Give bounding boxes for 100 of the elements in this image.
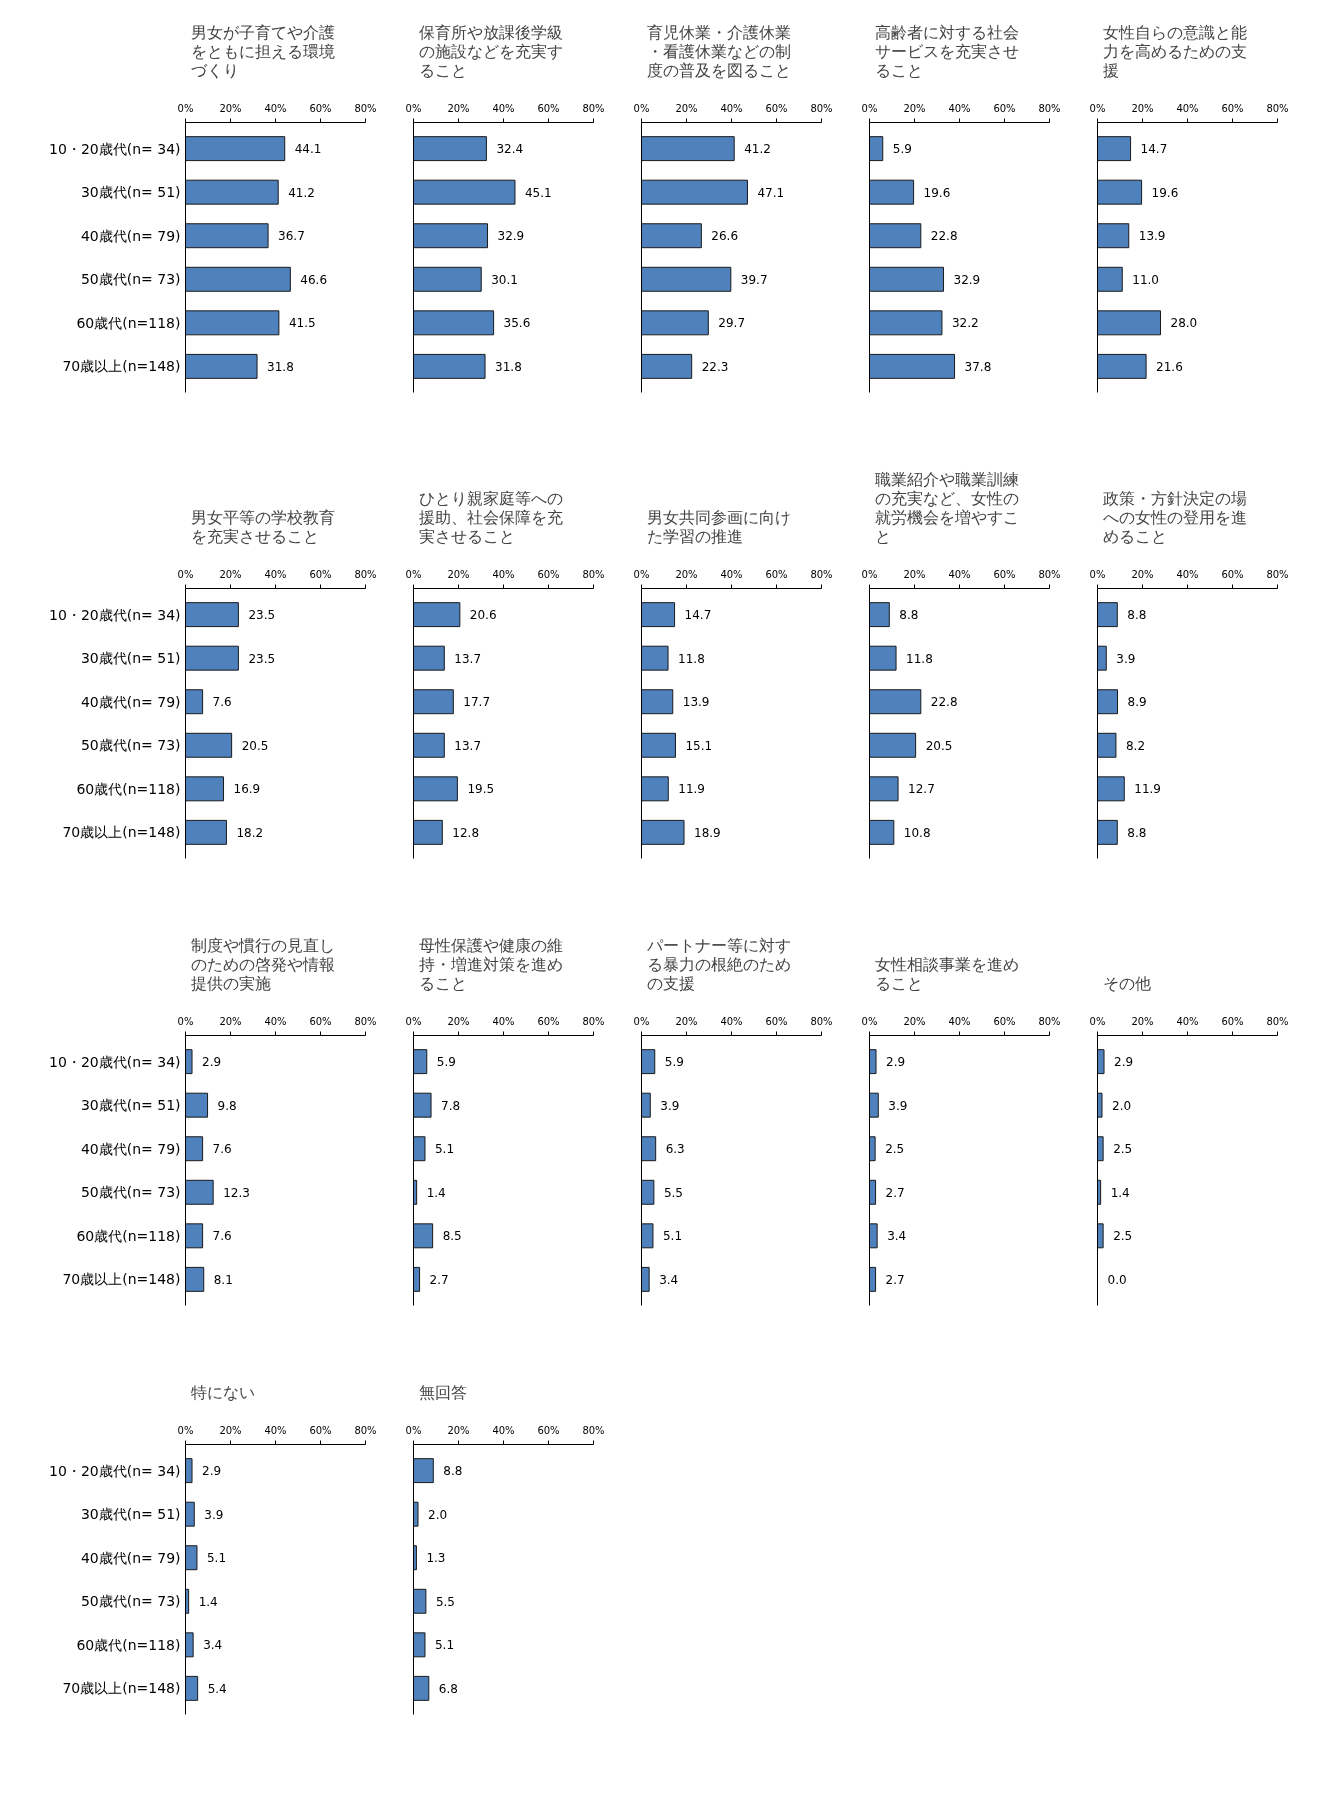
x-tick-label: 20% bbox=[447, 102, 470, 114]
bar bbox=[185, 1092, 209, 1118]
data-label: 36.7 bbox=[278, 229, 305, 244]
x-tick-label: 0% bbox=[177, 1424, 194, 1436]
x-tick-label: 80% bbox=[354, 568, 377, 580]
chart-title: ひとり親家庭等への援助、社会保障を充実させること bbox=[418, 488, 563, 546]
x-tick-label: 80% bbox=[1038, 1015, 1061, 1027]
data-label: 13.7 bbox=[454, 651, 482, 666]
data-label: 19.5 bbox=[467, 782, 495, 797]
chart-title: 女性相談事業を進めること bbox=[874, 954, 1019, 993]
bar bbox=[185, 602, 239, 628]
x-tick-label: 20% bbox=[219, 1015, 242, 1027]
bar bbox=[185, 645, 239, 671]
x-tick-label: 60% bbox=[309, 102, 332, 114]
data-label: 11.9 bbox=[678, 782, 705, 797]
chart-title: 女性自らの意識と能力を高めるための支援 bbox=[1102, 22, 1247, 80]
data-label: 1.4 bbox=[198, 1594, 218, 1609]
bar bbox=[185, 1179, 214, 1205]
bar bbox=[641, 732, 676, 758]
x-tick-label: 80% bbox=[1038, 568, 1061, 580]
bar bbox=[413, 1632, 426, 1658]
data-label: 20.6 bbox=[469, 608, 497, 623]
data-label: 5.1 bbox=[434, 1638, 455, 1653]
bar bbox=[1097, 136, 1132, 162]
x-tick-label: 0% bbox=[405, 568, 422, 580]
data-label: 2.9 bbox=[202, 1055, 222, 1070]
y-tick-label: 40歳代(n= 79) bbox=[80, 1140, 181, 1157]
data-label: 11.8 bbox=[906, 651, 933, 666]
x-tick-label: 0% bbox=[633, 1015, 650, 1027]
bar bbox=[641, 179, 748, 205]
bar bbox=[641, 266, 732, 292]
data-label: 12.8 bbox=[452, 825, 480, 840]
data-label: 18.9 bbox=[694, 825, 721, 840]
x-tick-label: 80% bbox=[1266, 1015, 1289, 1027]
data-label: 5.4 bbox=[207, 1681, 227, 1696]
x-tick-label: 60% bbox=[1221, 568, 1244, 580]
bar bbox=[869, 689, 922, 715]
x-tick-label: 40% bbox=[720, 568, 743, 580]
y-tick-label: 70歳以上(n=148) bbox=[62, 824, 181, 841]
x-tick-label: 80% bbox=[1266, 102, 1289, 114]
data-label: 2.5 bbox=[885, 1142, 905, 1157]
x-tick-label: 60% bbox=[765, 568, 788, 580]
x-tick-label: 60% bbox=[993, 102, 1016, 114]
y-tick-label: 70歳以上(n=148) bbox=[62, 358, 181, 375]
x-tick-label: 40% bbox=[1176, 102, 1199, 114]
bar bbox=[641, 353, 693, 379]
chart-title: 男女平等の学校教育を充実させること bbox=[190, 507, 335, 546]
bar bbox=[185, 689, 204, 715]
bar bbox=[413, 310, 495, 336]
x-tick-label: 0% bbox=[405, 1015, 422, 1027]
chart-title: 男女が子育てや介護をともに担える環境づくり bbox=[190, 22, 335, 80]
x-tick-label: 0% bbox=[861, 568, 878, 580]
data-label: 26.6 bbox=[711, 229, 739, 244]
x-tick-label: 80% bbox=[354, 102, 377, 114]
data-label: 14.7 bbox=[1140, 142, 1168, 157]
data-label: 32.9 bbox=[497, 229, 525, 244]
data-label: 2.7 bbox=[885, 1272, 905, 1287]
x-tick-label: 40% bbox=[948, 568, 971, 580]
x-tick-label: 0% bbox=[1089, 1015, 1106, 1027]
x-tick-label: 20% bbox=[447, 1424, 470, 1436]
bar bbox=[413, 223, 489, 249]
data-label: 41.2 bbox=[744, 142, 771, 157]
x-tick-label: 60% bbox=[765, 102, 788, 114]
x-tick-label: 40% bbox=[264, 102, 287, 114]
data-label: 39.7 bbox=[740, 272, 768, 287]
x-tick-label: 80% bbox=[810, 568, 833, 580]
bar bbox=[185, 1136, 204, 1162]
data-label: 7.8 bbox=[441, 1098, 461, 1113]
y-tick-label: 50歳代(n= 73) bbox=[80, 737, 181, 754]
x-tick-label: 20% bbox=[675, 568, 698, 580]
y-tick-label: 30歳代(n= 51) bbox=[80, 1506, 181, 1523]
x-tick-label: 20% bbox=[903, 1015, 926, 1027]
data-label: 6.3 bbox=[665, 1142, 685, 1157]
bar bbox=[413, 776, 458, 802]
data-label: 30.1 bbox=[491, 272, 518, 287]
chart-title: 母性保護や健康の維持・増進対策を進めること bbox=[418, 935, 563, 993]
bar bbox=[413, 689, 454, 715]
data-label: 3.4 bbox=[203, 1638, 223, 1653]
bar bbox=[641, 645, 669, 671]
x-tick-label: 40% bbox=[1176, 568, 1199, 580]
bar bbox=[413, 1501, 419, 1527]
data-label: 2.9 bbox=[202, 1464, 222, 1479]
x-tick-label: 40% bbox=[264, 1015, 287, 1027]
data-label: 2.7 bbox=[885, 1185, 905, 1200]
data-label: 3.4 bbox=[887, 1229, 907, 1244]
data-label: 29.7 bbox=[718, 316, 746, 331]
bar bbox=[641, 819, 685, 845]
x-tick-label: 60% bbox=[537, 1424, 560, 1436]
data-label: 16.9 bbox=[233, 782, 261, 797]
data-label: 5.9 bbox=[436, 1055, 456, 1070]
data-label: 31.8 bbox=[495, 359, 522, 374]
bar bbox=[413, 1136, 426, 1162]
data-label: 32.2 bbox=[951, 316, 979, 331]
bar bbox=[185, 776, 225, 802]
bar bbox=[413, 136, 487, 162]
chart-title: 無回答 bbox=[418, 1382, 467, 1402]
data-label: 32.4 bbox=[496, 142, 524, 157]
x-tick-label: 20% bbox=[1131, 568, 1154, 580]
data-label: 19.6 bbox=[923, 185, 951, 200]
bar bbox=[413, 645, 445, 671]
